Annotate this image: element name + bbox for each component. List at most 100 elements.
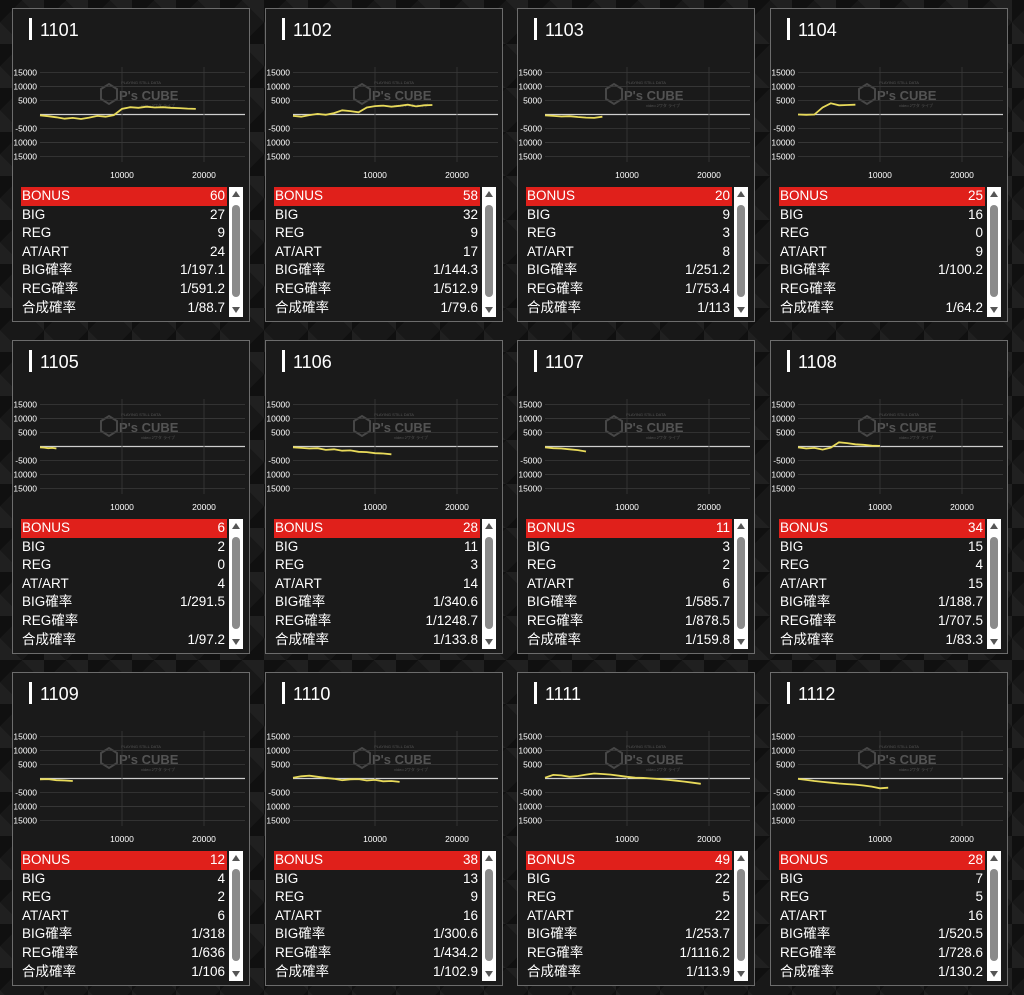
scroll-up-icon[interactable] xyxy=(990,191,998,197)
scroll-up-icon[interactable] xyxy=(485,855,493,861)
scroll-up-icon[interactable] xyxy=(737,855,745,861)
scroll-up-icon[interactable] xyxy=(232,191,240,197)
y-tick-label: 10000 xyxy=(771,414,795,424)
scroll-down-icon[interactable] xyxy=(737,307,745,313)
scrollbar[interactable] xyxy=(229,851,243,981)
stat-row-reg: REG 2 xyxy=(526,556,732,575)
stat-row-big: BIG 3 xyxy=(526,538,732,557)
stat-label: BIG確率 xyxy=(275,926,326,942)
machine-card[interactable]: 1103 P's CUBE PLAYING STILL DATA video 2ワタ … xyxy=(517,8,755,322)
machine-card[interactable]: 1104 P's CUBE PLAYING STILL DATA video 2ワタ … xyxy=(770,8,1008,322)
scroll-down-icon[interactable] xyxy=(990,639,998,645)
y-tick-label: -5000 xyxy=(773,455,795,465)
scroll-up-icon[interactable] xyxy=(485,523,493,529)
slump-line xyxy=(544,772,701,785)
stat-row-reg: REG 0 xyxy=(21,556,227,575)
scroll-thumb[interactable] xyxy=(485,869,493,961)
scroll-down-icon[interactable] xyxy=(485,307,493,313)
stat-value: 1/707.5 xyxy=(937,612,983,628)
scrollbar[interactable] xyxy=(987,187,1001,317)
scroll-thumb[interactable] xyxy=(990,205,998,297)
slump-chart: P's CUBE PLAYING STILL DATA video 2ワタ ライブ 1… xyxy=(13,731,245,844)
machine-card[interactable]: 1108 P's CUBE PLAYING STILL DATA video 2ワタ … xyxy=(770,340,1008,654)
stat-row-big: BIG 11 xyxy=(274,538,480,557)
title-marker xyxy=(29,682,32,704)
machine-card[interactable]: 1106 P's CUBE PLAYING STILL DATA video 2ワタ … xyxy=(265,340,503,654)
scroll-down-icon[interactable] xyxy=(737,971,745,977)
watermark-text: P's CUBE xyxy=(624,752,684,767)
scroll-down-icon[interactable] xyxy=(485,971,493,977)
scrollbar[interactable] xyxy=(229,187,243,317)
scroll-thumb[interactable] xyxy=(737,869,745,961)
scrollbar[interactable] xyxy=(482,187,496,317)
scroll-thumb[interactable] xyxy=(990,869,998,961)
scrollbar[interactable] xyxy=(482,519,496,649)
stat-label: BONUS xyxy=(275,188,324,203)
scroll-up-icon[interactable] xyxy=(737,523,745,529)
scroll-thumb[interactable] xyxy=(485,537,493,629)
watermark-bottom-text: video 2ワタ ライブ xyxy=(646,102,680,108)
scroll-down-icon[interactable] xyxy=(485,639,493,645)
watermark-top-text: PLAYING STILL DATA xyxy=(626,412,666,417)
scroll-thumb[interactable] xyxy=(232,205,240,297)
machine-card[interactable]: 1109 P's CUBE PLAYING STILL DATA video 2ワタ … xyxy=(12,672,250,986)
machine-card[interactable]: 1102 P's CUBE PLAYING STILL DATA video 2ワタ … xyxy=(265,8,503,322)
stat-label: REG xyxy=(22,557,52,573)
scroll-up-icon[interactable] xyxy=(485,191,493,197)
scroll-down-icon[interactable] xyxy=(737,639,745,645)
scroll-up-icon[interactable] xyxy=(232,523,240,529)
scroll-down-icon[interactable] xyxy=(990,971,998,977)
scroll-down-icon[interactable] xyxy=(232,307,240,313)
stat-label: 合成確率 xyxy=(22,963,76,979)
machine-card[interactable]: 1111 P's CUBE PLAYING STILL DATA video 2ワタ … xyxy=(517,672,755,986)
scroll-thumb[interactable] xyxy=(485,205,493,297)
scrollbar[interactable] xyxy=(734,851,748,981)
stat-value: 1/512.9 xyxy=(432,280,478,296)
stat-row-total-rate: 合成確率 1/106 xyxy=(21,963,227,982)
stat-row-reg-rate: REG確率 1/1248.7 xyxy=(274,612,480,631)
machine-card[interactable]: 1110 P's CUBE PLAYING STILL DATA video 2ワタ … xyxy=(265,672,503,986)
stat-label: 合成確率 xyxy=(275,963,329,979)
scrollbar[interactable] xyxy=(734,187,748,317)
scroll-down-icon[interactable] xyxy=(232,639,240,645)
stat-row-reg: REG 5 xyxy=(526,888,732,907)
stat-label: REG確率 xyxy=(780,944,837,960)
y-tick-label: 5000 xyxy=(523,760,542,770)
stat-value: 11 xyxy=(715,520,730,535)
scroll-up-icon[interactable] xyxy=(990,523,998,529)
scroll-up-icon[interactable] xyxy=(737,191,745,197)
scroll-down-icon[interactable] xyxy=(232,971,240,977)
scrollbar[interactable] xyxy=(229,519,243,649)
y-tick-label: -10000 xyxy=(13,469,37,479)
scroll-thumb[interactable] xyxy=(990,537,998,629)
watermark-bottom-text: video 2ワタ ライブ xyxy=(899,766,933,772)
slump-line xyxy=(292,446,392,456)
scrollbar[interactable] xyxy=(734,519,748,649)
scroll-down-icon[interactable] xyxy=(990,307,998,313)
machine-card[interactable]: 1107 P's CUBE PLAYING STILL DATA video 2ワタ … xyxy=(517,340,755,654)
stat-row-reg: REG 0 xyxy=(779,224,985,243)
scroll-thumb[interactable] xyxy=(232,537,240,629)
stat-label: AT/ART xyxy=(275,575,322,591)
stat-label: REG xyxy=(780,557,810,573)
machine-number: 1107 xyxy=(545,352,584,372)
stat-label: BONUS xyxy=(275,852,324,867)
stat-row-reg: REG 3 xyxy=(274,556,480,575)
stat-label: AT/ART xyxy=(275,907,322,923)
machine-number: 1106 xyxy=(293,352,332,372)
machine-card[interactable]: 1101 P's CUBE PLAYING STILL DATA video 2ワタ … xyxy=(12,8,250,322)
machine-card[interactable]: 1112 P's CUBE PLAYING STILL DATA video 2ワタ … xyxy=(770,672,1008,986)
scroll-up-icon[interactable] xyxy=(990,855,998,861)
y-tick-label: -5000 xyxy=(773,787,795,797)
scroll-thumb[interactable] xyxy=(737,205,745,297)
machine-card[interactable]: 1105 P's CUBE PLAYING STILL DATA video 2ワタ … xyxy=(12,340,250,654)
scrollbar[interactable] xyxy=(987,851,1001,981)
scroll-thumb[interactable] xyxy=(232,869,240,961)
watermark-bottom-text: video 2ワタ ライブ xyxy=(141,434,175,440)
scroll-up-icon[interactable] xyxy=(232,855,240,861)
scroll-thumb[interactable] xyxy=(737,537,745,629)
scrollbar[interactable] xyxy=(482,851,496,981)
slump-line xyxy=(39,105,196,120)
scrollbar[interactable] xyxy=(987,519,1001,649)
slump-chart: P's CUBE PLAYING STILL DATA video 2ワタ ライブ 1… xyxy=(518,67,750,180)
